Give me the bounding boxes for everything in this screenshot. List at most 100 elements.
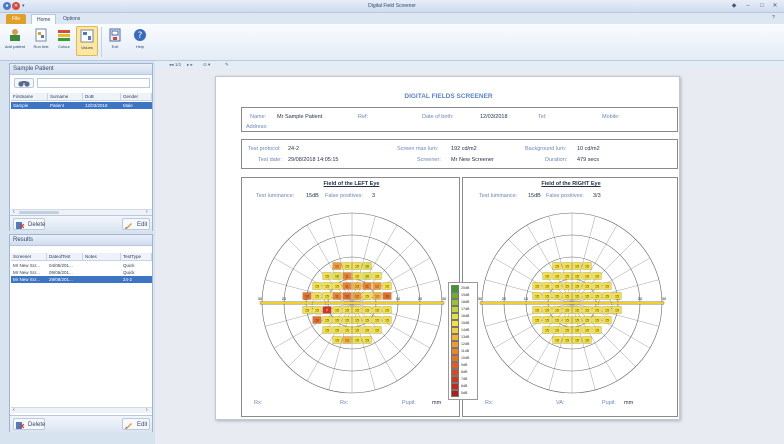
values-label: Values [81,45,93,50]
field-cell-box [572,292,582,300]
field-cell-box [532,282,542,290]
colour-button[interactable]: Colour [53,26,75,56]
legend-swatch [451,348,459,355]
field-cell-box [382,292,392,300]
field-cell-value: 15 [545,294,549,298]
col-firstname[interactable]: Firstname [11,93,48,101]
run-test-button[interactable]: Run test [30,26,52,56]
quick-access-arrow-icon[interactable]: ▾ [22,3,25,9]
scroll-left-icon[interactable]: ‹ [13,407,15,413]
patient-edit-button[interactable]: Edit [122,218,150,230]
patient-search-input[interactable] [37,78,150,88]
field-cell-box [612,292,622,300]
right-eye-title: Field of the RIGHT Eye [541,181,601,187]
horizontal-meridian [259,301,445,305]
field-cell-value: 15 [595,318,599,322]
print-icon[interactable]: ✎ [225,62,229,67]
field-cell-box [582,306,592,314]
field-cell-value: 15 [385,308,389,312]
field-cell-value: 15 [545,328,549,332]
field-cell-box [562,292,572,300]
values-button[interactable]: Values [76,26,98,56]
cell-testtype: Quick [123,263,135,268]
add-patient-button[interactable]: Add patient [2,26,28,56]
minimize-icon[interactable]: – [746,3,750,9]
dob-label: Date of birth: [422,114,454,120]
field-cell: 15 [332,282,342,290]
test-info-box: Test protocol: 24-2 Screen max lum: 192 … [241,139,678,169]
search-button[interactable] [14,78,34,88]
field-cell-value: 15 [325,318,329,322]
field-cell-value: 15 [365,318,369,322]
field-cell-value: 15 [585,284,589,288]
field-cell: 15 [332,306,342,314]
close-quick-icon[interactable]: ✕ [12,2,20,10]
col-dateoftest[interactable]: DateofTest [47,253,83,261]
right-lum-value: 15dB [528,193,541,199]
field-cell-box [572,336,582,344]
col-screener[interactable]: Screener [11,253,47,261]
field-cell-value: 15 [565,284,569,288]
help-button[interactable]: ? Help [129,26,151,56]
field-cell-value: 10 [385,294,389,298]
field-cell: 15 [352,336,362,344]
table-row[interactable]: Mr New Scr... 09/06/201... Quick [11,269,152,276]
field-cell: 15 [552,326,562,334]
tab-file[interactable]: File [6,14,26,24]
app-icon[interactable]: ● [3,2,11,10]
field-cell: 15 [592,316,602,324]
scroll-thumb[interactable] [19,211,59,214]
title-bar: ● ✕ ▾ Digital Field Screener ◆ – □ ✕ [0,0,784,13]
field-cell: 15 [362,306,372,314]
scroll-right-icon[interactable]: › [146,209,148,215]
scroll-right-icon[interactable]: › [146,407,148,413]
field-cell: 15 [582,316,592,324]
results-scrollbar[interactable]: ‹ › [11,407,152,413]
maximize-icon[interactable]: □ [760,3,764,9]
field-cell-box [362,282,372,290]
field-cell-value: 15 [375,274,379,278]
field-cell-box [582,292,592,300]
field-cell-box [362,272,372,280]
cell-notes [83,269,121,276]
first-page-icon[interactable]: ◂◂ [169,62,174,67]
col-testtype[interactable]: TestType [121,253,152,261]
exit-button[interactable]: Exit [104,26,126,56]
next-page-icon[interactable]: ▸ ▸ [187,62,193,67]
field-cell: 15 [332,336,342,344]
cell-date: 04/05/201... [49,263,73,268]
window-pin-icon[interactable]: ◆ [731,3,737,9]
add-patient-label: Add patient [4,44,26,49]
table-row[interactable]: Sample Patient 12/03/2018 Male [11,102,152,109]
result-delete-button[interactable]: Delete [13,418,45,430]
legend-swatch [451,299,459,306]
help-small-icon[interactable]: ? [772,15,775,21]
field-cell: 15 [552,316,562,324]
field-cell: 15 [322,326,332,334]
result-edit-button[interactable]: Edit [122,418,150,430]
left-fp-label: False positives: [325,193,363,199]
scroll-left-icon[interactable]: ‹ [13,209,15,215]
protocol-label: Test protocol: [248,146,281,152]
field-cell-value: 12 [375,284,379,288]
field-cell: 15 [362,316,372,324]
col-gender[interactable]: Gender [121,93,152,101]
zoom-icon[interactable]: ⊙ ▾ [203,62,211,67]
field-cell: 15 [532,306,542,314]
col-surname[interactable]: Surname [48,93,83,101]
tab-options[interactable]: Options [63,16,81,22]
left-eye-box: Field of the LEFT Eye Test luminance: 15… [241,177,460,417]
col-dob[interactable]: DoB [83,93,121,101]
field-cell-box [372,316,382,324]
field-cell-box [382,306,392,314]
table-row[interactable]: Mr New Scr... 04/05/201... Quick [11,262,152,269]
close-icon[interactable]: ✕ [772,3,778,9]
patients-scrollbar[interactable]: ‹ › [11,209,152,215]
field-cell-box [602,316,612,324]
field-cell-value: 15 [615,308,619,312]
cell-gender: Male [123,103,133,108]
table-row-selected[interactable]: Mr New Scr... 29/08/201... 24-2 [11,276,152,283]
patient-delete-button[interactable]: Delete [13,218,45,230]
col-notes[interactable]: Notes [83,253,121,261]
tab-home[interactable]: Home [31,14,57,24]
